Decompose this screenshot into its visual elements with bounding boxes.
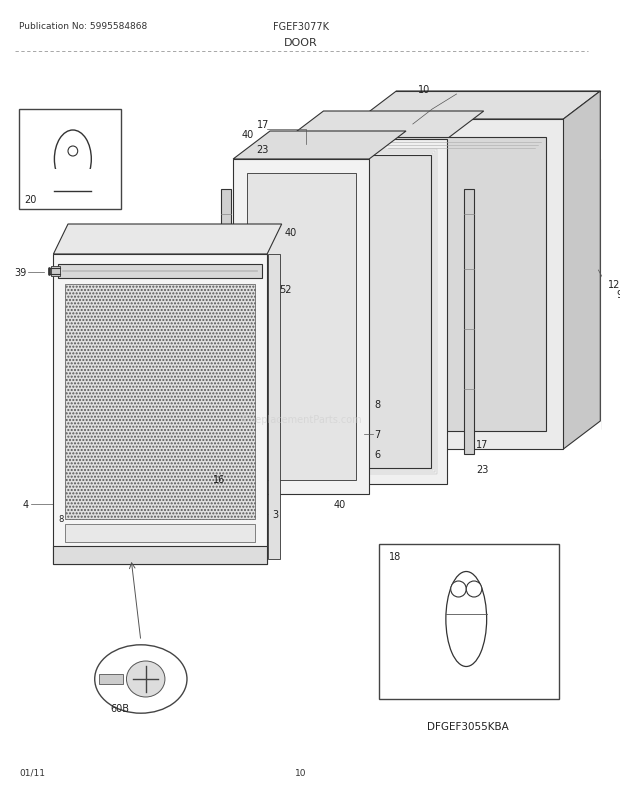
Polygon shape (233, 132, 406, 160)
Text: DFGEF3055KBA: DFGEF3055KBA (427, 721, 509, 731)
Ellipse shape (126, 661, 165, 697)
Text: 10: 10 (295, 768, 307, 777)
Text: 23: 23 (257, 145, 269, 155)
Text: 39: 39 (14, 268, 26, 277)
Polygon shape (286, 140, 447, 484)
Polygon shape (360, 92, 600, 119)
Text: 16: 16 (213, 475, 226, 484)
Polygon shape (274, 170, 286, 455)
Circle shape (451, 581, 466, 597)
Polygon shape (379, 545, 559, 699)
Polygon shape (58, 265, 262, 278)
Ellipse shape (95, 645, 187, 713)
Circle shape (466, 581, 482, 597)
Text: 60B: 60B (110, 703, 129, 713)
Polygon shape (65, 285, 255, 520)
Polygon shape (55, 170, 91, 192)
Text: 10: 10 (418, 85, 430, 95)
Polygon shape (65, 525, 255, 542)
Text: 8: 8 (374, 399, 380, 410)
Polygon shape (302, 156, 432, 468)
Text: Publication No: 5995584868: Publication No: 5995584868 (19, 22, 148, 31)
Text: 40: 40 (242, 130, 254, 140)
Text: 18: 18 (389, 551, 401, 561)
Text: 17: 17 (476, 439, 489, 449)
Ellipse shape (55, 131, 91, 188)
Text: ©ReplacementParts.com: ©ReplacementParts.com (240, 415, 363, 424)
Text: 9: 9 (617, 290, 620, 300)
Polygon shape (286, 111, 484, 140)
Polygon shape (53, 225, 281, 255)
Text: 40: 40 (334, 500, 346, 509)
Polygon shape (360, 119, 564, 449)
Text: 52: 52 (279, 285, 291, 294)
Text: 4: 4 (23, 500, 29, 509)
Text: 40: 40 (285, 228, 297, 237)
Polygon shape (377, 138, 546, 431)
Text: 01/11: 01/11 (19, 768, 45, 777)
Polygon shape (53, 546, 267, 565)
Text: 20: 20 (24, 195, 37, 205)
Ellipse shape (446, 572, 487, 666)
Polygon shape (50, 267, 60, 277)
Text: 7: 7 (374, 429, 380, 439)
Text: DOOR: DOOR (284, 38, 318, 48)
Polygon shape (233, 160, 369, 494)
Text: 6: 6 (374, 449, 380, 460)
Text: 23: 23 (476, 464, 489, 475)
Text: 3: 3 (272, 509, 278, 520)
Polygon shape (53, 255, 267, 565)
Polygon shape (221, 190, 231, 464)
Polygon shape (247, 174, 355, 480)
Text: 17: 17 (257, 119, 270, 130)
Polygon shape (602, 160, 614, 429)
Polygon shape (464, 190, 474, 455)
Circle shape (68, 147, 78, 157)
Text: 12: 12 (608, 280, 620, 290)
Polygon shape (564, 92, 600, 449)
Text: FGEF3077K: FGEF3077K (273, 22, 329, 32)
Text: 8: 8 (58, 515, 64, 524)
Polygon shape (99, 674, 123, 684)
Polygon shape (268, 255, 280, 559)
Polygon shape (19, 110, 122, 210)
